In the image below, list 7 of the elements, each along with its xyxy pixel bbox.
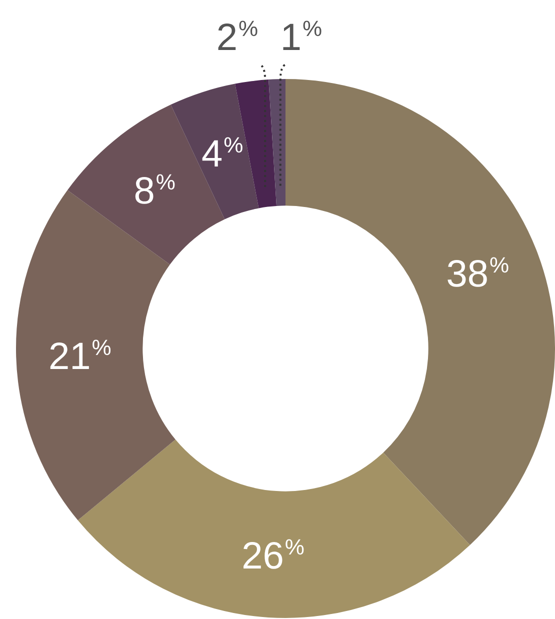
data-label: 26% <box>242 534 304 578</box>
data-label: 8% <box>134 170 176 213</box>
data-label: 38% <box>446 252 510 296</box>
data-label: 21% <box>48 334 112 378</box>
data-label: 1% <box>280 16 322 59</box>
data-label: 2% <box>216 16 258 59</box>
data-label: 4% <box>201 132 244 176</box>
